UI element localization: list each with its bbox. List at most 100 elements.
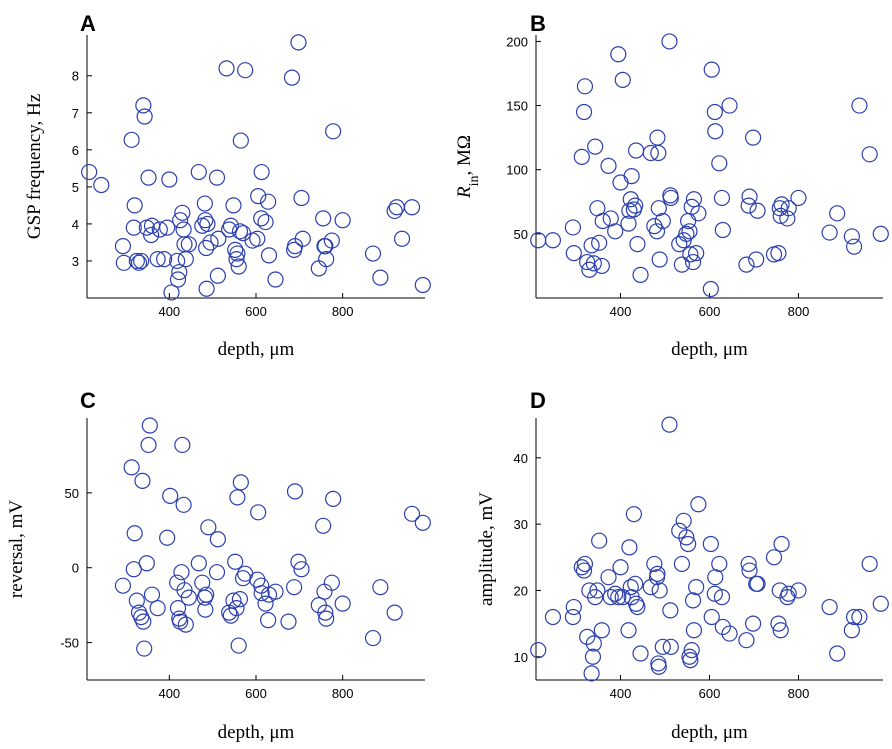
data-point xyxy=(690,205,707,222)
x-tick-label: 400 xyxy=(158,304,180,319)
data-point xyxy=(649,129,666,146)
data-point xyxy=(600,569,617,586)
data-point xyxy=(773,535,790,553)
data-point xyxy=(159,219,176,236)
y-label-symbol: R xyxy=(454,186,475,199)
data-point xyxy=(403,199,421,216)
data-point xyxy=(662,189,679,207)
data-point xyxy=(315,210,332,227)
data-point xyxy=(600,157,617,174)
y-tick-label: 200 xyxy=(506,34,528,49)
data-point xyxy=(579,253,596,271)
data-point xyxy=(196,589,213,606)
data-point xyxy=(770,615,787,632)
data-point xyxy=(713,189,731,207)
data-point xyxy=(707,123,724,140)
data-point xyxy=(317,238,334,255)
data-point xyxy=(190,555,207,572)
y-tick-label: 7 xyxy=(72,106,79,121)
data-point xyxy=(386,202,403,220)
data-point xyxy=(257,213,274,231)
data-point xyxy=(141,417,158,434)
data-point xyxy=(123,459,140,476)
panel-d: D 400 600 800 10 20 30 40 depth, μm amplitude, mV xyxy=(476,388,889,743)
data-point xyxy=(133,252,150,270)
data-point xyxy=(293,189,310,207)
data-point xyxy=(209,267,226,284)
data-point xyxy=(620,215,637,232)
data-point xyxy=(138,555,155,572)
data-point xyxy=(230,637,247,654)
y-tick-label: 3 xyxy=(72,254,79,269)
y-tick-label: 20 xyxy=(514,583,528,598)
data-point xyxy=(646,555,663,573)
data-point xyxy=(125,561,142,578)
data-point xyxy=(581,582,598,599)
data-point xyxy=(230,258,247,275)
data-point xyxy=(649,565,666,582)
data-point xyxy=(591,532,608,549)
data-point xyxy=(673,555,691,573)
data-point xyxy=(565,244,582,262)
data-point xyxy=(654,212,671,230)
data-point xyxy=(740,555,757,573)
data-point xyxy=(364,629,382,647)
x-tick-label: 800 xyxy=(788,304,810,319)
data-point xyxy=(721,625,738,642)
data-point xyxy=(711,155,728,172)
data-point xyxy=(573,148,590,165)
y-axis-label: GSP frequency, Hz xyxy=(24,94,45,239)
data-point xyxy=(661,416,678,433)
data-point xyxy=(589,582,606,599)
y-axis-label: amplitude, mV xyxy=(476,492,497,606)
data-point xyxy=(126,197,143,214)
data-point xyxy=(648,223,666,240)
data-point xyxy=(228,600,245,617)
x-tick-label: 400 xyxy=(610,304,632,319)
data-point xyxy=(114,238,132,255)
y-tick-label: 4 xyxy=(72,217,79,232)
data-point xyxy=(294,230,311,247)
data-point xyxy=(134,472,151,489)
data-point xyxy=(575,562,593,579)
data-point xyxy=(232,474,249,491)
data-point xyxy=(632,645,649,662)
data-point xyxy=(260,612,277,629)
data-point xyxy=(267,271,284,288)
y-axis-label: reversal, mV xyxy=(6,500,27,598)
data-point xyxy=(821,224,838,241)
data-point xyxy=(225,197,242,214)
data-point xyxy=(544,608,562,626)
data-point xyxy=(229,489,246,506)
data-point xyxy=(748,575,765,592)
data-point xyxy=(772,622,789,639)
data-point xyxy=(196,195,213,212)
data-point xyxy=(325,123,342,140)
data-point xyxy=(654,638,671,655)
x-tick-label: 400 xyxy=(158,686,180,701)
y-label-unit: , MΩ xyxy=(454,135,475,176)
data-point xyxy=(632,266,649,284)
data-point xyxy=(125,219,142,236)
data-point xyxy=(202,234,219,251)
data-point xyxy=(642,144,659,162)
data-point xyxy=(688,579,705,596)
data-point xyxy=(310,260,327,277)
data-point xyxy=(114,577,132,594)
y-tick-label: 10 xyxy=(514,650,528,665)
data-point xyxy=(197,212,214,229)
data-point xyxy=(627,142,645,159)
data-point xyxy=(703,608,720,626)
data-point xyxy=(690,496,707,513)
data-point xyxy=(197,601,214,618)
panel-letter: D xyxy=(530,388,546,413)
x-tick-label: 600 xyxy=(245,686,267,701)
panel-letter: B xyxy=(530,11,546,36)
data-point xyxy=(610,588,627,606)
data-point xyxy=(650,144,667,162)
data-point xyxy=(372,269,389,286)
data-point xyxy=(208,169,226,186)
data-point xyxy=(173,564,190,581)
data-point xyxy=(286,579,303,596)
